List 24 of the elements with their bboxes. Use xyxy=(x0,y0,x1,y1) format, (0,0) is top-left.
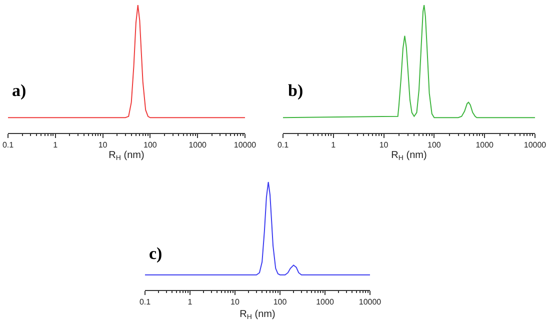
x-tick-label: 10 xyxy=(230,298,240,307)
x-tick-label: 10000 xyxy=(234,140,257,150)
x-tick-label: 10 xyxy=(98,140,108,150)
annotation: b) xyxy=(288,81,304,100)
x-tick-label: 100 xyxy=(273,298,288,307)
x-axis-title: R$_{H}$ (nm) xyxy=(391,150,427,162)
x-tick-label: 1 xyxy=(331,140,336,150)
x-tick-label: 10 xyxy=(379,140,389,150)
x-tick-label: 1000 xyxy=(316,298,334,307)
x-tick-label: 1 xyxy=(188,298,193,307)
x-tick-label: 1000 xyxy=(476,140,494,150)
x-tick-label: 10000 xyxy=(358,298,382,307)
x-axis-title: R$_{H}$ (nm) xyxy=(240,309,276,322)
x-tick-label: 100 xyxy=(144,140,158,150)
x-tick-label: 100 xyxy=(428,140,442,150)
x-tick-label: 1 xyxy=(53,140,58,150)
x-axis-title: R$_{H}$ (nm) xyxy=(108,150,144,162)
annotation: c) xyxy=(149,244,162,263)
annotation: a) xyxy=(12,81,26,100)
x-tick-label: 0.1 xyxy=(2,140,14,150)
x-tick-label: 1000 xyxy=(188,140,208,150)
x-tick-label: 10000 xyxy=(524,140,547,150)
x-tick-label: 0.1 xyxy=(277,140,290,150)
x-tick-label: 0.1 xyxy=(139,298,152,307)
